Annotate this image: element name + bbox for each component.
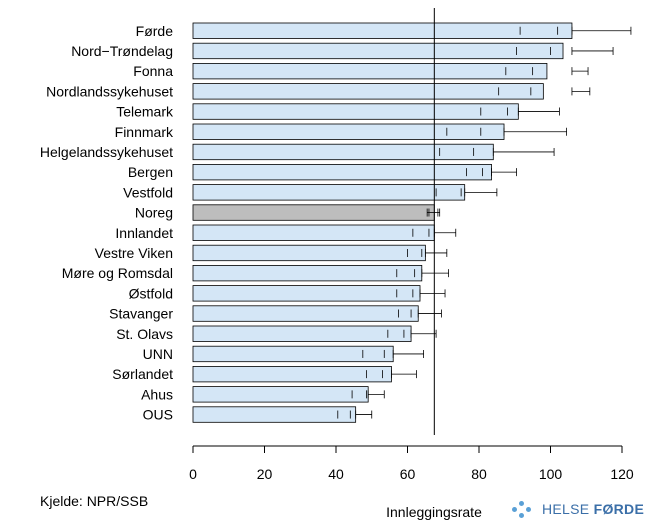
bar — [192, 63, 548, 80]
bar — [192, 83, 544, 100]
logo-text: HELSE FØRDE — [542, 501, 644, 517]
logo-dots-icon — [512, 500, 536, 518]
x-tick-label: 40 — [328, 466, 344, 482]
bar — [192, 305, 419, 322]
category-label: UNN — [143, 346, 173, 362]
category-label: Innlandet — [115, 225, 173, 241]
x-tick-label: 0 — [189, 466, 197, 482]
category-label: Finnmark — [115, 124, 174, 140]
category-label: Ahus — [141, 386, 173, 402]
category-label: Bergen — [128, 164, 173, 180]
bar — [192, 386, 369, 403]
bar — [192, 285, 421, 302]
helse-forde-logo: HELSE FØRDE — [512, 500, 644, 518]
category-label: Noreg — [135, 205, 173, 221]
category-label: Helgelandssykehuset — [40, 144, 173, 160]
category-label: OUS — [143, 407, 173, 423]
category-label: Stavanger — [109, 306, 173, 322]
category-label: Vestre Viken — [95, 245, 173, 261]
bar — [192, 143, 494, 161]
source-note: Kjelde: NPR/SSB — [40, 493, 149, 509]
category-label: Østfold — [129, 285, 173, 301]
logo-text-bold: FØRDE — [593, 501, 645, 517]
bar — [192, 406, 357, 423]
bar — [192, 224, 435, 241]
category-label: Nordlandssykehuset — [46, 83, 173, 99]
bar — [192, 22, 573, 39]
bar — [192, 264, 423, 282]
bar — [192, 325, 412, 342]
bar — [192, 184, 466, 201]
logo-text-light: HELSE — [542, 501, 594, 517]
category-label: Sørlandet — [112, 366, 173, 382]
category-label: Vestfold — [123, 184, 173, 200]
x-tick-label: 60 — [400, 466, 416, 482]
bar — [192, 163, 492, 181]
bars-layer: Førde Nord−Trøndelag Fonna Nordlandssykehus… — [40, 22, 632, 423]
x-axis-label: Innleggingsrate — [386, 504, 482, 520]
category-label: Nord−Trøndelag — [71, 43, 173, 59]
bar — [192, 123, 505, 140]
bar — [192, 103, 519, 120]
x-tick-label: 20 — [257, 466, 273, 482]
category-label: St. Olavs — [116, 326, 173, 342]
category-label: Telemark — [116, 104, 174, 120]
x-tick-label: 120 — [610, 466, 634, 482]
bar — [192, 244, 426, 262]
category-label: Fonna — [133, 63, 173, 79]
category-label: Møre og Romsdal — [62, 265, 173, 281]
category-label: Førde — [136, 23, 174, 39]
x-tick-label: 100 — [539, 466, 563, 482]
x-tick-label: 80 — [471, 466, 487, 482]
bar — [192, 204, 435, 221]
bar — [192, 42, 564, 60]
bar — [192, 365, 392, 383]
x-axis: 0 20 40 60 80 100 120 — [189, 445, 634, 482]
